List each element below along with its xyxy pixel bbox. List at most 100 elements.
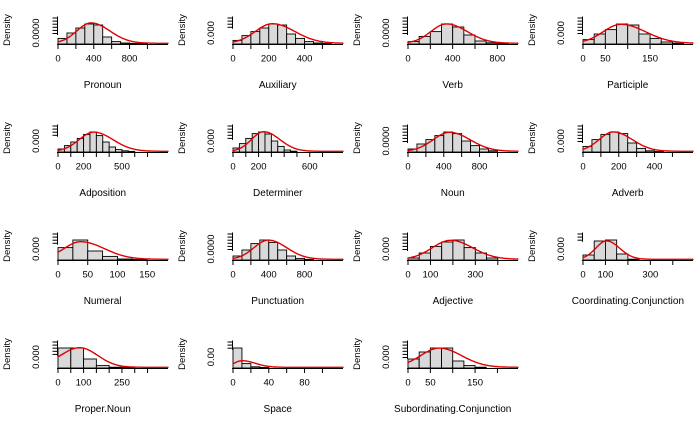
histogram-panel-coordinating-conjunction: Density 0.000 0 100 300 Coordinating.Conjunct…	[525, 216, 700, 324]
y-axis-title: Density	[2, 338, 13, 370]
histogram-bar	[70, 347, 85, 369]
histogram-bar	[127, 150, 136, 153]
y-axis-title: Density	[177, 230, 188, 262]
x-tick-label: 0	[55, 162, 60, 173]
y-tick-label: 0.000	[206, 129, 217, 153]
y-axis-title: Density	[177, 122, 188, 154]
x-tick-label: 0	[580, 162, 585, 173]
density-curve	[232, 360, 344, 368]
histogram-bar	[286, 255, 297, 261]
histogram-bar	[604, 239, 618, 261]
x-tick-label: 250	[114, 378, 130, 389]
histogram-bar	[95, 365, 110, 369]
x-tick-label: 0	[580, 54, 585, 65]
histogram-bar	[463, 247, 476, 261]
histogram-bar	[93, 24, 104, 45]
density-curve	[407, 23, 519, 44]
panel-svg-subordinating-conjunction: Density 0.000 0 50 150 Subordinating.Conjunct…	[352, 338, 519, 415]
x-tick-label: 100	[598, 270, 614, 281]
y-tick-label: 0.0000	[381, 126, 392, 155]
histogram-bar	[604, 29, 617, 45]
histogram-panel-proper-noun: Density 0.000 0 100 250 Proper.Noun	[0, 324, 175, 432]
y-axis-title: Density	[352, 230, 363, 262]
x-tick-label: 400	[297, 54, 313, 65]
panel-title: Participle	[607, 80, 649, 91]
histogram-bar	[89, 131, 97, 153]
panel-title: Determiner	[253, 188, 303, 199]
histogram-bar	[671, 42, 685, 45]
panel-title: Space	[264, 404, 293, 415]
histogram-bar	[452, 360, 465, 369]
panel-title: Noun	[441, 188, 465, 199]
histogram-bar	[636, 147, 647, 153]
x-tick-label: 0	[230, 54, 235, 65]
panel-svg-adjective: Density 0.000 0 100 300 Adjective	[352, 230, 519, 307]
histogram-bar	[429, 347, 442, 369]
density-curve	[232, 131, 344, 152]
histogram-panel-punctuation: Density 0.0000 0 400 800 Punctuation	[175, 216, 350, 324]
histogram-bar	[283, 149, 292, 153]
histogram-bar	[102, 36, 113, 45]
y-tick-label: 0.000	[206, 21, 217, 45]
x-tick-label: 800	[472, 162, 488, 173]
histogram-bar	[313, 42, 323, 45]
density-curve	[57, 347, 169, 368]
x-tick-label: 800	[122, 54, 138, 65]
histogram-panel-adverb: Density 0.000 0 200 400 Adverb	[525, 108, 700, 216]
histogram-bar	[258, 131, 266, 153]
panel-title: Proper.Noun	[75, 404, 131, 415]
density-curve	[57, 22, 169, 44]
panel-svg-space: Density 0.00 0 40 80 Space	[177, 338, 344, 415]
histogram-bar	[84, 23, 95, 45]
panel-title: Numeral	[84, 296, 122, 307]
density-curve	[407, 239, 519, 260]
histogram-bar	[108, 146, 117, 153]
histogram-bar	[57, 247, 74, 261]
x-tick-label: 50	[82, 270, 93, 281]
histogram-bar	[486, 257, 499, 261]
panel-svg-noun: Density 0.0000 0 400 800 Noun	[352, 122, 519, 199]
x-tick-label: 0	[405, 270, 410, 281]
density-curve	[232, 239, 344, 260]
density-curve	[582, 23, 694, 44]
x-tick-label: 0	[55, 54, 60, 65]
panel-svg-participle: Density 0.000 0 50 150 Participle	[527, 14, 694, 91]
x-tick-label: 100	[76, 378, 92, 389]
histogram-bar	[108, 366, 123, 369]
x-tick-label: 150	[642, 54, 658, 65]
x-tick-label: 100	[110, 270, 126, 281]
histogram-bar	[117, 258, 133, 261]
x-tick-label: 40	[263, 378, 274, 389]
x-tick-label: 300	[642, 270, 658, 281]
x-tick-label: 0	[230, 162, 235, 173]
histogram-bar	[418, 351, 431, 369]
x-tick-label: 200	[261, 54, 277, 65]
histogram-bar	[488, 150, 498, 153]
y-tick-label: 0.00	[206, 348, 217, 367]
panel-svg-determiner: Density 0.000 0 200 600 Determiner	[177, 122, 344, 199]
histogram-bar	[250, 366, 261, 369]
density-curve	[407, 347, 519, 368]
y-axis-title: Density	[177, 338, 188, 370]
histogram-bar	[429, 31, 442, 45]
histogram-bar	[616, 23, 629, 45]
histogram-bar	[264, 133, 272, 153]
x-tick-label: 400	[436, 162, 452, 173]
histogram-panel-noun: Density 0.0000 0 400 800 Noun	[350, 108, 525, 216]
y-axis-title: Density	[352, 14, 363, 46]
x-tick-label: 50	[425, 378, 436, 389]
y-tick-label: 0.000	[556, 129, 567, 153]
y-tick-label: 0.0000	[206, 234, 217, 263]
x-tick-label: 80	[299, 378, 310, 389]
y-tick-label: 0.000	[381, 237, 392, 261]
histogram-bar	[474, 40, 487, 45]
histogram-bar	[470, 145, 480, 153]
y-tick-label: 0.000	[556, 21, 567, 45]
histogram-bar	[83, 358, 97, 369]
histogram-bar	[321, 43, 332, 45]
histogram-bar	[627, 258, 640, 261]
y-tick-label: 0.000	[381, 345, 392, 369]
x-tick-label: 0	[230, 378, 235, 389]
panel-title: Adjective	[433, 296, 474, 307]
